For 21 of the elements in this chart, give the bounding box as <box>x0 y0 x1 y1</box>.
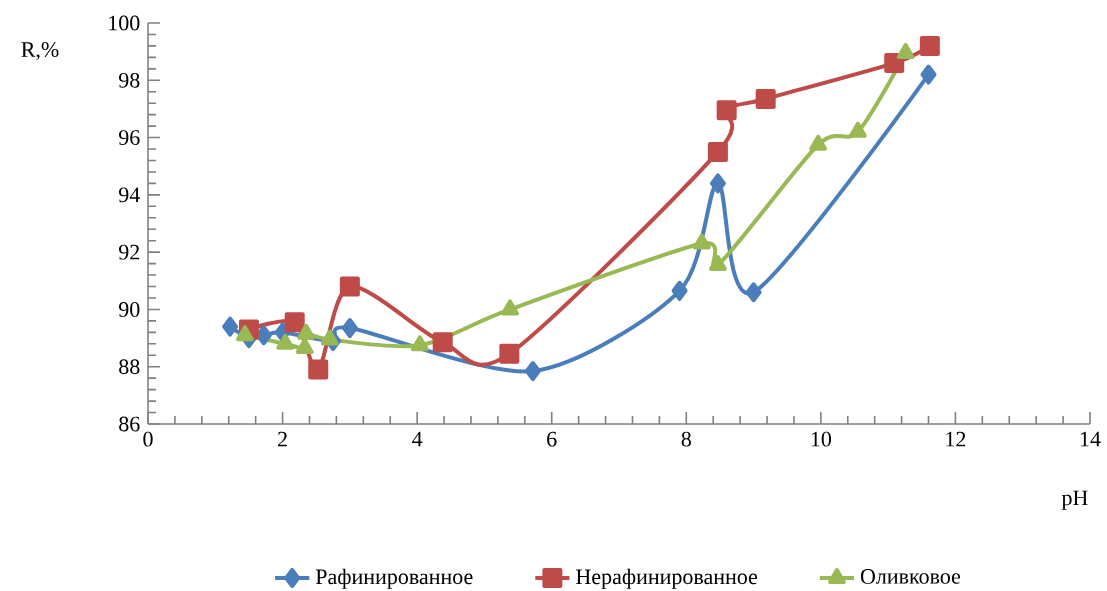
y-tick-label: 88 <box>119 359 140 375</box>
y-tick-label: 98 <box>119 72 140 88</box>
x-tick-label: 2 <box>278 431 287 447</box>
legend-label: Рафинированное <box>315 568 473 589</box>
x-tick-label: 6 <box>547 431 557 447</box>
y-tick-label: 92 <box>119 244 140 260</box>
y-tick-label: 90 <box>119 302 140 317</box>
x-axis-title: pH <box>1061 490 1088 510</box>
x-tick-label: 10 <box>811 431 832 447</box>
y-tick-label: 94 <box>119 187 140 203</box>
y-axis-title: R,% <box>21 42 59 61</box>
x-tick-label: 8 <box>681 431 691 447</box>
legend-label: Нерафинированное <box>576 568 758 589</box>
x-tick-label: 14 <box>1080 431 1101 447</box>
y-tick-label: 86 <box>119 416 140 432</box>
x-tick-label: 0 <box>143 431 153 447</box>
legend-label: Оливковое <box>860 569 961 584</box>
x-tick-label: 12 <box>946 431 966 447</box>
y-tick-label: 100 <box>109 15 140 31</box>
y-tick-label: 96 <box>119 130 140 145</box>
x-tick-label: 4 <box>412 431 423 447</box>
